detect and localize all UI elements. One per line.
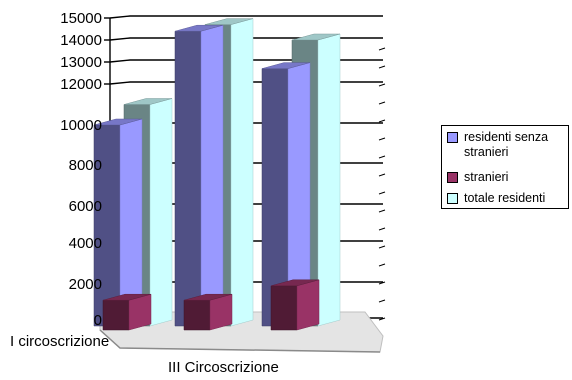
- y-tick-label: 13000: [60, 54, 102, 71]
- y-tick-label: 4000: [69, 235, 102, 252]
- legend: residenti senza stranieri stranieri totale…: [441, 125, 569, 209]
- x-category-label: I circoscrizione: [10, 333, 109, 350]
- legend-label: stranieri: [464, 170, 509, 184]
- legend-swatch: [447, 132, 458, 143]
- x-category-label: III Circoscrizione: [168, 359, 279, 376]
- legend-swatch: [447, 172, 458, 183]
- y-tick-label: 8000: [69, 157, 102, 174]
- y-tick-label: 15000: [60, 10, 102, 27]
- axis-labels: 0 2000 4000 6000 8000 10000 12000 13000 14000 150…: [10, 10, 279, 376]
- y-tick-label: 2000: [69, 276, 102, 293]
- y-tick-label: 0: [94, 312, 102, 329]
- legend-label: residenti senza stranieri: [464, 130, 549, 159]
- bars: [93, 18, 341, 331]
- y-tick-label: 10000: [60, 117, 102, 134]
- bar-3-stranieri: [270, 279, 320, 331]
- bar-3-residenti-senza-stranieri: [261, 62, 311, 327]
- y-tick-label: 12000: [60, 76, 102, 93]
- floor-edge: [99, 329, 381, 353]
- y-tick-label: 14000: [60, 32, 102, 49]
- bar-1-residenti-senza-stranieri: [93, 118, 143, 327]
- bar-2-stranieri: [183, 293, 233, 331]
- legend-label: totale residenti: [464, 191, 546, 205]
- y-tick-label: 6000: [69, 198, 102, 215]
- legend-swatch: [447, 193, 458, 204]
- depth-ticks: [378, 47, 386, 321]
- bar-2-residenti-senza-stranieri: [174, 24, 224, 327]
- gridline: [109, 15, 383, 19]
- bar-1-stranieri: [102, 293, 152, 331]
